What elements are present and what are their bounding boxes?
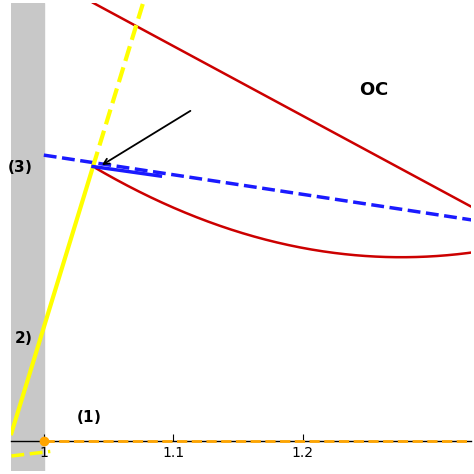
Text: $\mathbf{(1)}$: $\mathbf{(1)}$ (76, 408, 101, 426)
Text: $\mathbf{OC}$: $\mathbf{OC}$ (359, 82, 389, 100)
Text: $\mathbf{(3)}$: $\mathbf{(3)}$ (7, 157, 32, 175)
Bar (11, 3, 44, 471)
Text: $\mathbf{2)}$: $\mathbf{2)}$ (14, 329, 32, 347)
